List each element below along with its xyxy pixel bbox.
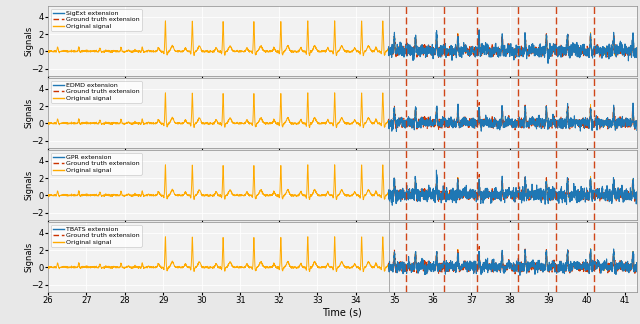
Y-axis label: Signals: Signals: [24, 98, 33, 128]
Legend: TBATS extension, Ground truth extension, Original signal: TBATS extension, Ground truth extension,…: [51, 225, 141, 247]
X-axis label: Time (s): Time (s): [323, 307, 362, 318]
Y-axis label: Signals: Signals: [24, 170, 33, 200]
Legend: EDMD extension, Ground truth extension, Original signal: EDMD extension, Ground truth extension, …: [51, 81, 141, 103]
Legend: SigExt extension, Ground truth extension, Original signal: SigExt extension, Ground truth extension…: [51, 9, 141, 31]
Y-axis label: Signals: Signals: [24, 242, 33, 272]
Legend: GPR extension, Ground truth extension, Original signal: GPR extension, Ground truth extension, O…: [51, 153, 141, 175]
Y-axis label: Signals: Signals: [24, 26, 33, 56]
